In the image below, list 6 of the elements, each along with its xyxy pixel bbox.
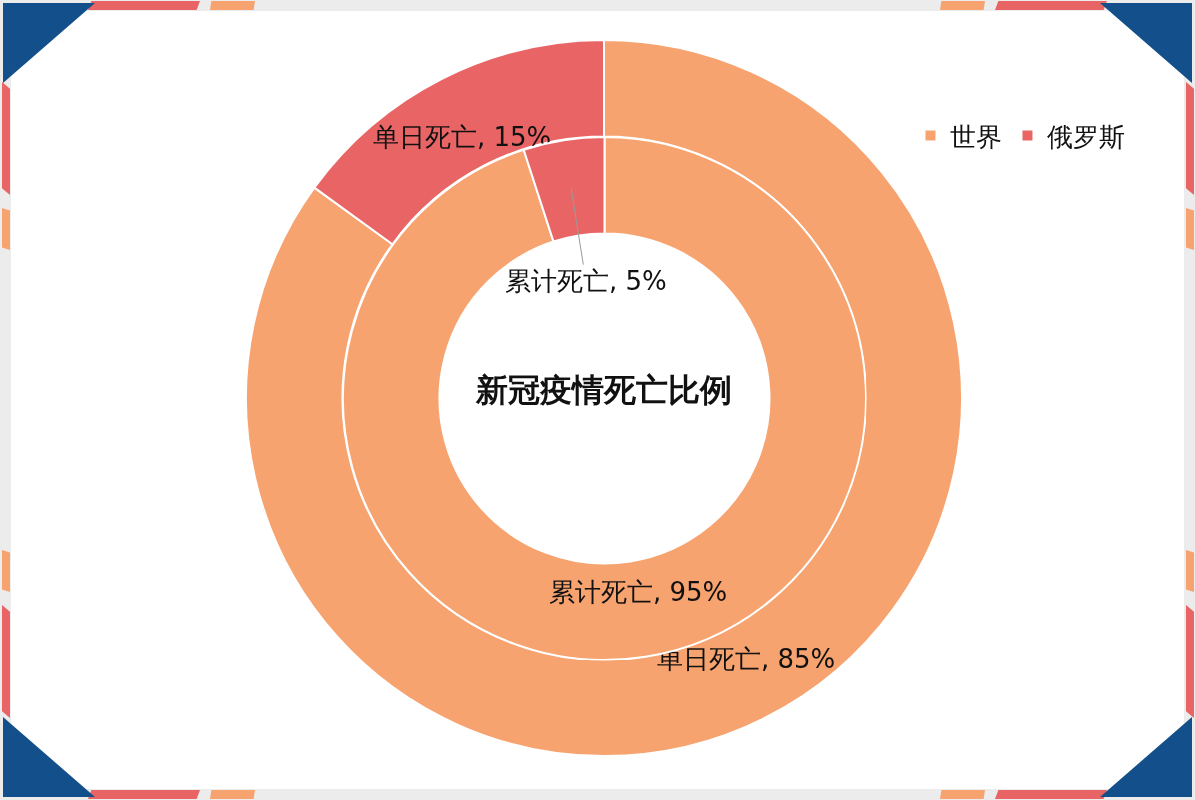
data-label: 累计死亡, 5%	[504, 265, 667, 296]
data-label: 单日死亡, 15%	[373, 122, 552, 152]
text: 新冠疫情死亡比例	[475, 371, 732, 410]
legend-label: 俄罗斯	[1047, 121, 1126, 152]
data-label: 累计死亡, 95%	[548, 576, 727, 607]
legend-label: 世界	[950, 121, 1003, 152]
